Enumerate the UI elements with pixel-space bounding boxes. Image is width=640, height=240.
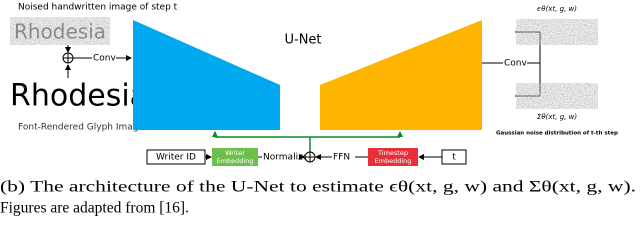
- timestep-embedding: Timestep: [377, 149, 408, 157]
- writer-embedding: Writer: [225, 149, 245, 157]
- t-box: [441, 149, 467, 165]
- glyph-word: Rhodesia: [10, 79, 148, 114]
- writer-embedding: Embedding: [217, 157, 254, 165]
- conv-right: Conv: [504, 59, 527, 69]
- normalize: Normalize: [263, 153, 309, 163]
- cond-lines: [214, 132, 401, 152]
- decoder: [320, 20, 482, 130]
- noised-image: [10, 17, 110, 45]
- encoder: [133, 20, 280, 130]
- sigma-image: [516, 83, 598, 109]
- writer-id: Writer ID: [156, 153, 196, 163]
- t: t: [452, 153, 456, 163]
- add-sign: [63, 53, 73, 63]
- timestep-embedding-box: [368, 148, 418, 166]
- ffn: FFN: [333, 153, 350, 163]
- sigma-label: Σθ(xt, g, w): [537, 113, 577, 121]
- add-sign: [305, 152, 315, 162]
- timestep-embedding: Embedding: [375, 157, 412, 165]
- writer-embedding-box: [212, 148, 258, 166]
- caption: (b) The architecture of the U-Net to est…: [0, 179, 636, 196]
- glyph-label: Font-Rendered Glyph Image: [18, 123, 145, 133]
- conv-left: Conv: [93, 54, 116, 64]
- noise-label: Gaussian noise distribution of t-th step: [496, 131, 618, 137]
- eps-label: ϵθ(xt, g, w): [537, 5, 577, 13]
- unet-label: U-Net: [284, 33, 321, 48]
- noised-word: Rhodesia: [14, 20, 106, 44]
- noised-label: Noised handwritten image of step t: [18, 3, 178, 13]
- caption: Figures are adapted from [16].: [0, 200, 189, 217]
- figure: Noised handwritten image of step t Rhode…: [0, 3, 636, 217]
- eps-image: [516, 19, 598, 45]
